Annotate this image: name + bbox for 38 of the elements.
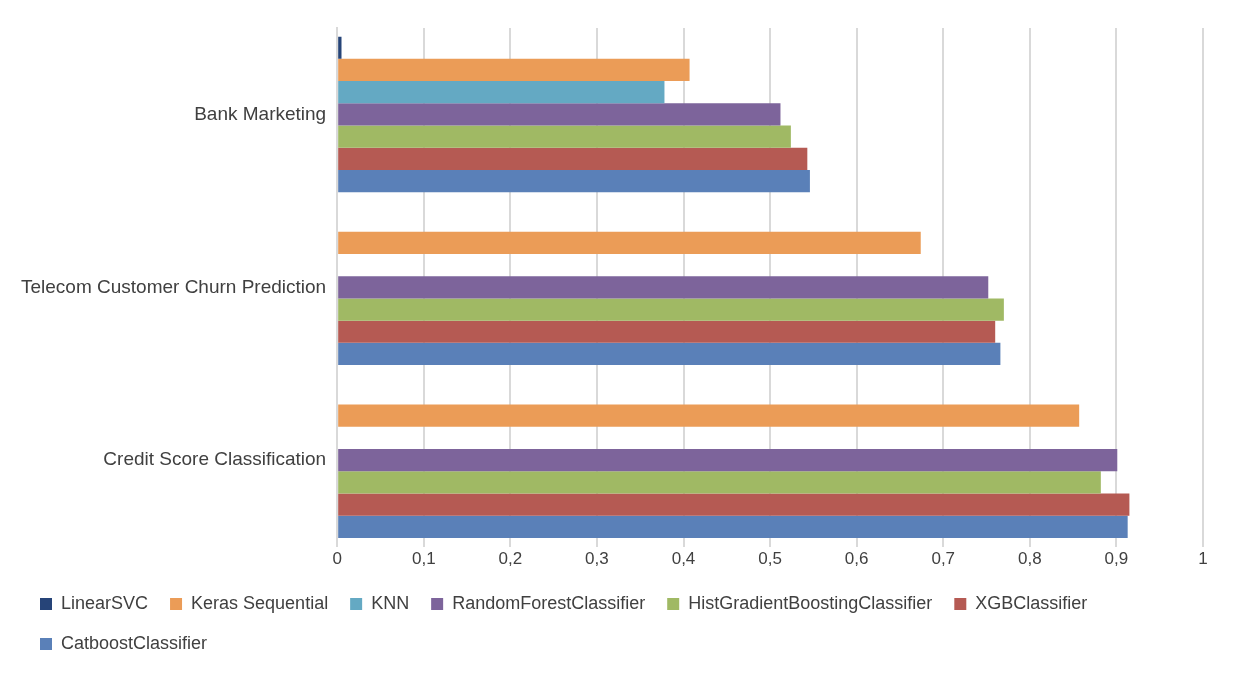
legend-label: HistGradientBoostingClassifier xyxy=(688,592,933,613)
bar xyxy=(338,449,1118,472)
bar xyxy=(338,58,690,82)
bar xyxy=(338,276,989,299)
x-tick-label: 0,7 xyxy=(931,549,956,569)
y-tick-label: Credit Score Classification xyxy=(103,448,327,470)
y-tick-label: Bank Marketing xyxy=(194,102,327,124)
bar xyxy=(338,125,791,148)
bar xyxy=(338,320,996,343)
x-tick-label: 0,8 xyxy=(1018,549,1042,569)
x-tick-label: 0,6 xyxy=(844,549,869,569)
legend-label: CatboostClassifier xyxy=(61,632,208,653)
x-tick-label: 0,1 xyxy=(411,549,436,569)
legend-label: RandomForestClassifier xyxy=(452,592,646,613)
x-tick-label: 0,5 xyxy=(758,549,782,569)
legend-label: KNN xyxy=(371,592,410,613)
x-tick-label: 0,2 xyxy=(498,549,523,569)
bar xyxy=(338,36,342,59)
y-tick-label: Telecom Customer Churn Prediction xyxy=(20,275,327,297)
bar xyxy=(338,81,665,104)
x-tick-label: 0 xyxy=(332,549,342,569)
bar xyxy=(338,147,808,170)
bar xyxy=(338,342,1001,366)
legend-label: Keras Sequential xyxy=(191,592,329,613)
bar xyxy=(338,298,1004,321)
bar xyxy=(338,515,1128,538)
bar xyxy=(338,231,921,254)
legend-label: LinearSVC xyxy=(61,592,149,613)
x-tick-label: 1 xyxy=(1198,549,1208,569)
legend-label: XGBClassifier xyxy=(975,592,1088,613)
x-tick-label: 0,4 xyxy=(671,549,696,569)
bar xyxy=(338,103,781,126)
x-tick-label: 0,3 xyxy=(585,549,609,569)
x-tick-label: 0,9 xyxy=(1104,549,1129,569)
bar xyxy=(338,493,1130,516)
bar xyxy=(338,170,810,193)
bar xyxy=(338,471,1101,494)
bar xyxy=(338,404,1080,427)
